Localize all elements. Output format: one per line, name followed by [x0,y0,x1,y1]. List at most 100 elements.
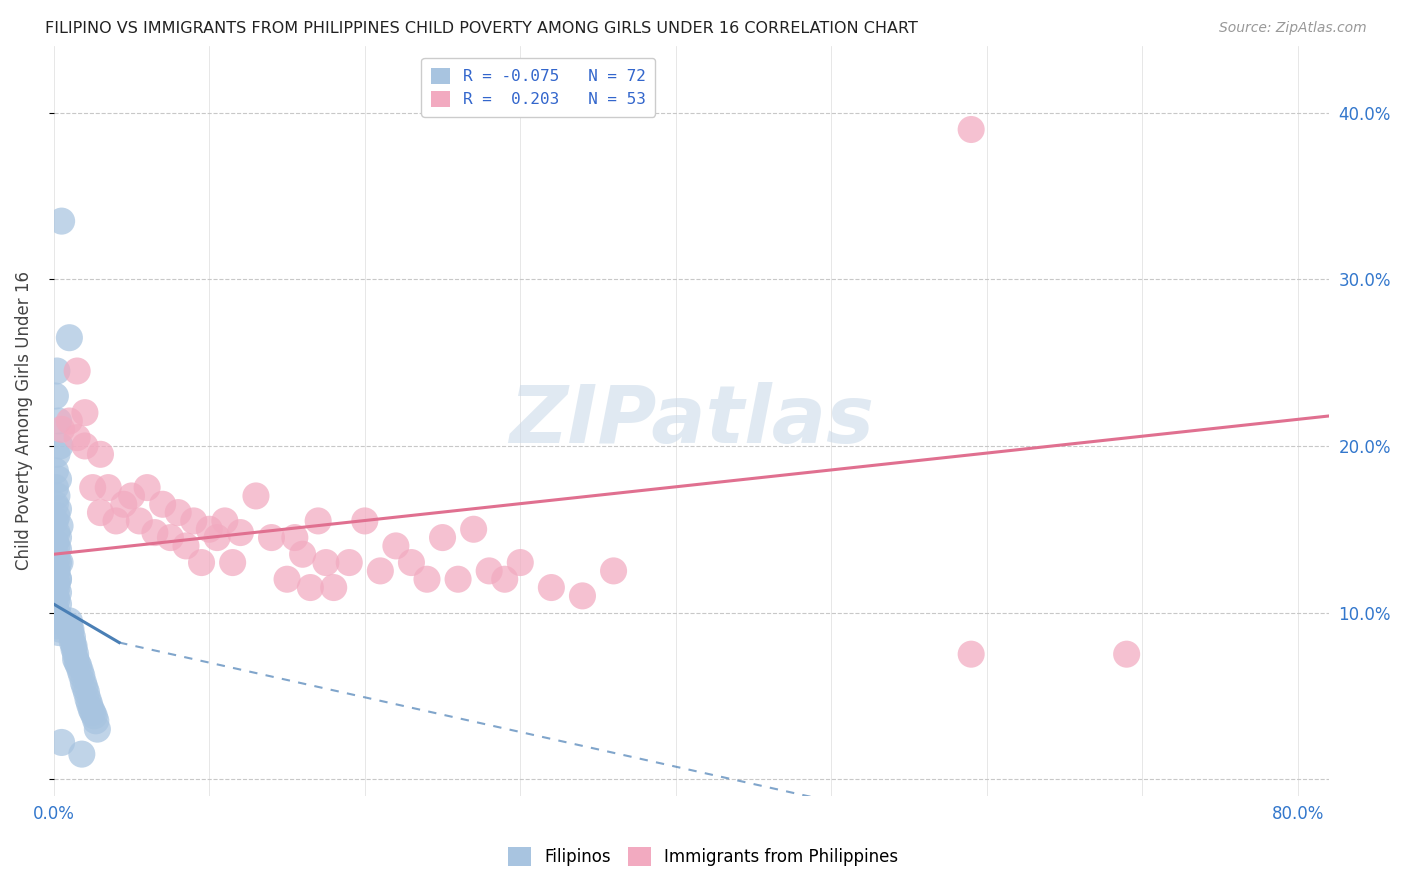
Point [45,552,67,566]
Point [45,619,67,633]
Point [44,589,66,603]
Point [205,531,228,545]
Point [63,642,86,657]
Text: Source: ZipAtlas.com: Source: ZipAtlas.com [1219,21,1367,36]
Point [48,542,70,557]
Point [494,572,516,586]
Point [48,556,70,570]
Point [540,581,562,595]
Point [276,572,298,586]
Point [229,525,252,540]
Point [45,564,67,578]
Legend: Filipinos, Immigrants from Philippines: Filipinos, Immigrants from Philippines [501,840,905,873]
Point [72,675,94,690]
Point [284,531,307,545]
Point [69,664,91,678]
Point [44,567,66,582]
Point [51,735,73,749]
Point [1115,647,1137,661]
Point [49,622,72,636]
Point [128,514,150,528]
Point [58,331,80,345]
Point [48,472,70,486]
Point [45,539,67,553]
Point [65,652,87,666]
Point [353,514,375,528]
Point [221,556,243,570]
Point [89,447,111,461]
Point [73,439,96,453]
Point [48,608,70,623]
Point [214,514,236,528]
Point [447,572,470,586]
Point [48,597,70,611]
Point [44,497,66,511]
Point [58,619,80,633]
Point [49,519,72,533]
Point [66,431,89,445]
Point [65,647,87,661]
Point [48,572,70,586]
Point [960,122,983,136]
Point [401,556,423,570]
Point [159,531,181,545]
Point [245,489,267,503]
Point [76,685,98,699]
Point [260,531,283,545]
Point [152,497,174,511]
Point [291,547,314,561]
Point [416,572,439,586]
Point [48,625,70,640]
Point [143,525,166,540]
Point [48,502,70,516]
Point [44,547,66,561]
Point [48,414,70,428]
Point [45,592,67,607]
Point [190,556,212,570]
Point [45,575,67,590]
Point [73,406,96,420]
Point [136,481,159,495]
Point [315,556,337,570]
Point [602,564,624,578]
Point [51,422,73,436]
Point [67,658,90,673]
Y-axis label: Child Poverty Among Girls Under 16: Child Poverty Among Girls Under 16 [15,271,32,571]
Point [66,364,89,378]
Point [44,581,66,595]
Point [97,481,120,495]
Point [79,697,101,711]
Point [82,706,104,720]
Point [66,656,89,670]
Point [44,575,66,590]
Point [59,625,82,640]
Point [82,481,104,495]
Point [307,514,329,528]
Point [84,714,107,728]
Point [44,389,66,403]
Point [45,581,67,595]
Point [80,702,103,716]
Point [44,464,66,478]
Point [59,622,82,636]
Point [509,556,531,570]
Point [105,514,128,528]
Text: ZIPatlas: ZIPatlas [509,382,873,460]
Point [337,556,360,570]
Point [49,556,72,570]
Point [44,600,66,615]
Point [62,631,84,645]
Point [44,614,66,628]
Legend: R = -0.075   N = 72, R =  0.203   N = 53: R = -0.075 N = 72, R = 0.203 N = 53 [422,58,655,117]
Point [183,514,205,528]
Point [370,564,392,578]
Point [89,506,111,520]
Point [73,681,96,695]
Point [121,489,143,503]
Point [45,364,67,378]
Point [960,647,983,661]
Point [463,522,485,536]
Point [44,558,66,573]
Point [62,635,84,649]
Point [45,564,67,578]
